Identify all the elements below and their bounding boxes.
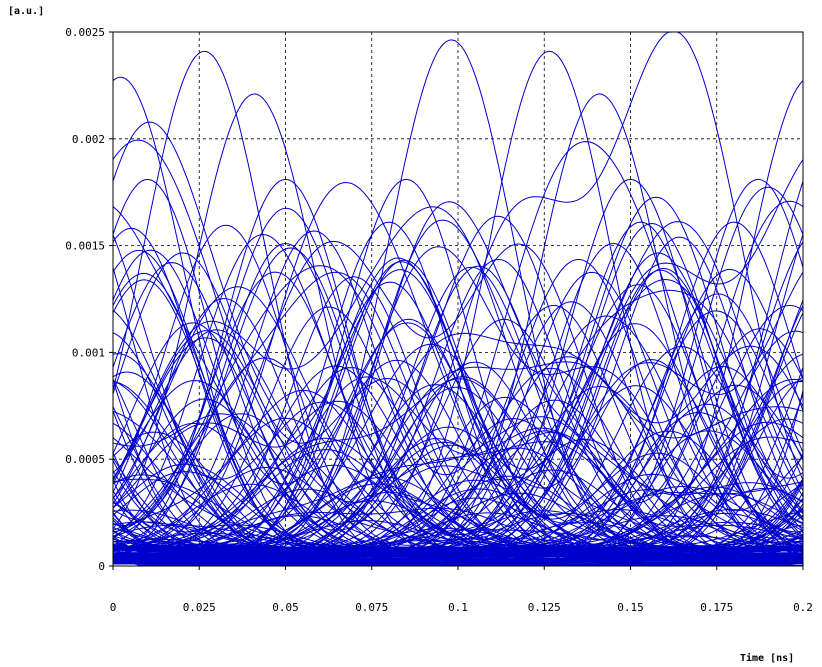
trace-group	[112, 31, 804, 567]
y-axis-unit-label: [a.u.]	[8, 6, 44, 17]
x-tick-label: 0.125	[528, 601, 561, 614]
trace-line	[112, 284, 804, 564]
trace-line	[112, 271, 804, 562]
trace-line	[112, 227, 804, 551]
x-axis-ticks: 0 0.025 0.05 0.075 0.1 0.125 0.15 0.175 0.2	[110, 566, 813, 614]
trace-line	[113, 488, 803, 559]
x-axis-title: Time [ns]	[740, 652, 794, 664]
y-tick-label: 0.0025	[65, 26, 105, 39]
x-tick-label: 0.025	[183, 601, 216, 614]
x-tick-label: 0.175	[700, 601, 733, 614]
y-tick-label: 0.0005	[65, 453, 105, 466]
x-tick-label: 0.15	[617, 601, 644, 614]
y-axis-ticks: 0 0.0005 0.001 0.0015 0.002 0.0025	[65, 26, 113, 573]
y-tick-label: 0	[98, 560, 105, 573]
grid	[113, 32, 803, 566]
y-tick-label: 0.0015	[65, 240, 105, 253]
x-tick-label: 0.075	[355, 601, 388, 614]
trace-line	[112, 221, 804, 546]
trace-line	[112, 252, 804, 544]
trace-line	[112, 305, 804, 556]
x-tick-label: 0.05	[272, 601, 299, 614]
x-tick-label: 0.1	[448, 601, 468, 614]
x-tick-label: 0	[110, 601, 117, 614]
trace-line	[112, 207, 804, 540]
x-tick-label: 0.2	[793, 601, 813, 614]
trace-line	[112, 289, 804, 551]
trace-line	[112, 315, 804, 564]
y-tick-label: 0.001	[72, 346, 105, 359]
y-tick-label: 0.002	[72, 133, 105, 146]
